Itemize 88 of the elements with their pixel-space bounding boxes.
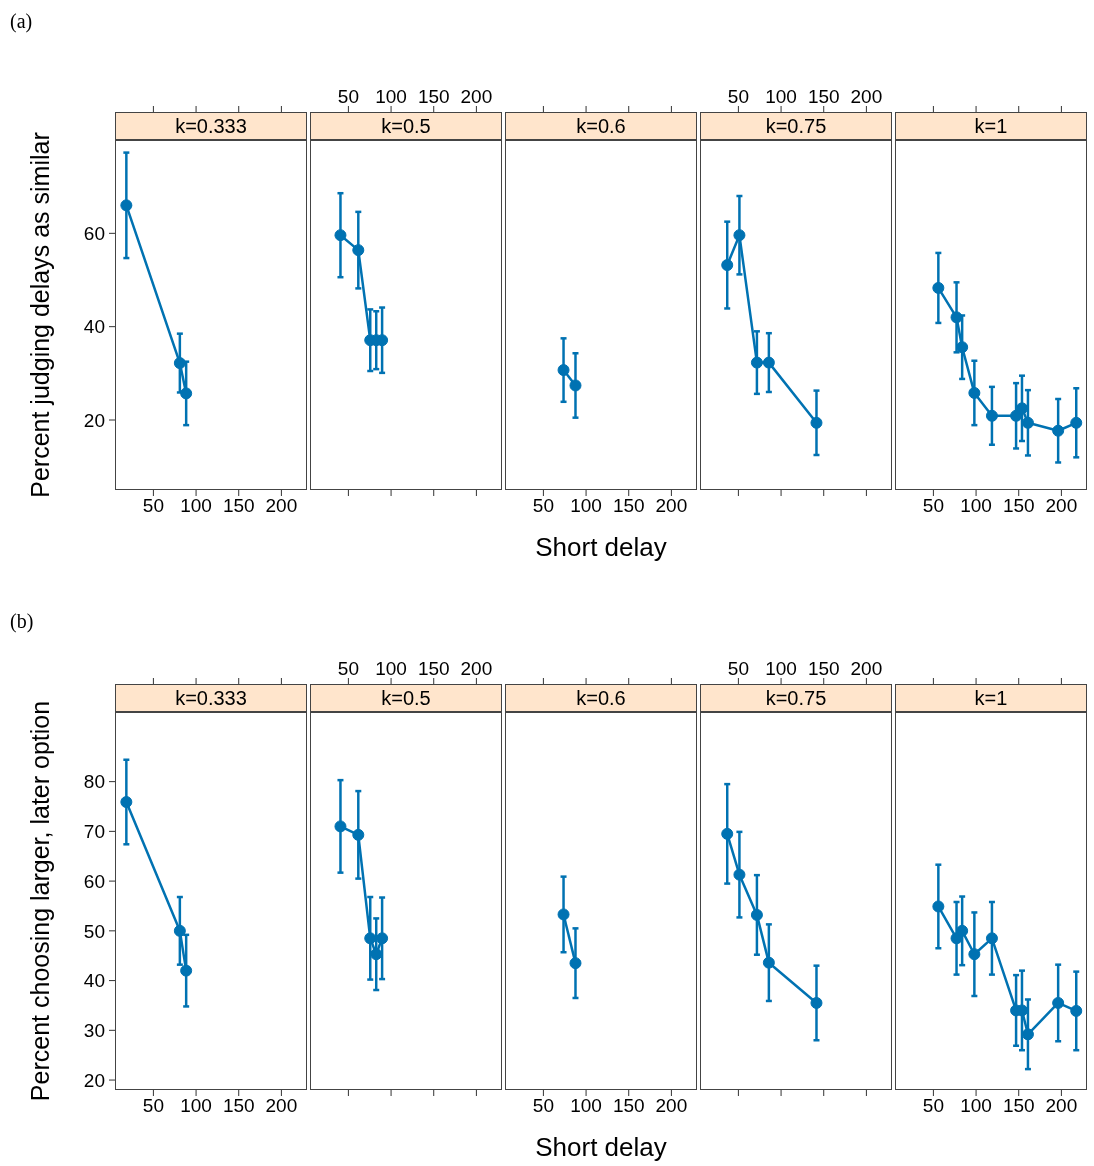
x-tick-label: 150 [222,1095,255,1117]
x-tick-label: 100 [960,1095,992,1117]
x-tick-label: 200 [1045,495,1078,517]
x-tick-label: 150 [417,658,450,679]
x-tick-label: 50 [337,86,359,107]
point [1070,416,1083,429]
x-tick-label: 200 [655,495,688,517]
point [985,409,998,422]
point [173,357,186,370]
point [1052,996,1065,1009]
y-tick-label: 30 [83,1020,105,1042]
point [762,956,775,969]
point [1070,1004,1083,1017]
point [180,387,193,400]
x-tick-label: 150 [417,86,450,107]
x-tick-label: 100 [570,1095,602,1117]
x-tick-label: 50 [532,495,554,517]
x-tick-label: 200 [1045,1095,1078,1117]
x-tick-label: 50 [532,1095,554,1117]
point [120,199,133,212]
point [721,259,734,272]
point [750,908,763,921]
point [120,796,133,809]
point [950,311,963,324]
x-tick-label: 200 [460,658,493,679]
x-tick-label: 150 [222,495,255,517]
y-axis-title: Percent judging delays as similar [25,132,54,498]
point [750,356,763,369]
point [733,868,746,881]
point [1052,424,1065,437]
x-tick-label: 100 [765,86,797,107]
point [810,416,823,429]
y-tick-label: 20 [83,409,105,431]
point [352,828,365,841]
x-tick-label: 50 [922,1095,944,1117]
x-tick-label: 100 [960,495,992,517]
text: (b) [10,610,34,633]
x-axis-title: Short delay [535,1132,667,1162]
x-tick-label: 150 [612,1095,645,1117]
point [956,341,969,354]
y-tick-label: 40 [83,970,105,992]
x-tick-label: 200 [265,1095,298,1117]
point [810,996,823,1009]
x-tick-label: 50 [142,495,164,517]
point [956,924,969,937]
x-tick-label: 150 [807,658,840,679]
y-tick-label: 80 [83,771,105,793]
x-tick-label: 100 [180,1095,212,1117]
point [932,900,945,913]
text: (a) [10,10,33,33]
y-tick-label: 50 [83,920,105,942]
x-tick-label: 100 [375,86,407,107]
y-axis-title: Percent choosing larger, later option [25,700,54,1102]
x-tick-label: 100 [180,495,212,517]
x-tick-label: 100 [765,658,797,679]
y-tick-label: 20 [83,1069,105,1091]
x-tick-label: 50 [727,86,749,107]
x-tick-label: 200 [850,86,883,107]
point [968,386,981,399]
point [762,356,775,369]
x-tick-label: 200 [850,658,883,679]
point [968,948,981,961]
x-tick-label: 50 [337,658,359,679]
point [173,924,186,937]
point [932,281,945,294]
y-tick-label: 40 [83,316,105,338]
x-tick-label: 50 [727,658,749,679]
x-tick-label: 200 [460,86,493,107]
point [721,827,734,840]
x-axis-title: Short delay [535,532,667,562]
point [376,932,389,945]
x-tick-label: 150 [807,86,840,107]
x-tick-label: 150 [612,495,645,517]
x-tick-label: 200 [655,1095,688,1117]
x-tick-label: 200 [265,495,298,517]
point [180,964,193,977]
point [733,229,746,242]
y-tick-label: 60 [83,870,105,892]
point [985,932,998,945]
x-tick-label: 150 [1002,495,1035,517]
y-tick-label: 70 [83,821,105,843]
y-tick-label: 60 [83,223,105,245]
x-tick-label: 50 [922,495,944,517]
x-tick-label: 50 [142,1095,164,1117]
point [334,820,347,833]
x-tick-label: 100 [375,658,407,679]
x-tick-label: 100 [570,495,602,517]
x-tick-label: 150 [1002,1095,1035,1117]
